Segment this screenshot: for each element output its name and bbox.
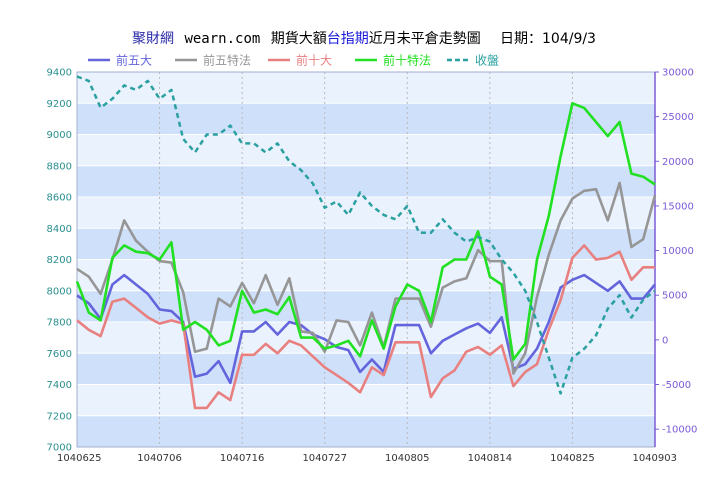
legend-label: 前十大 [296,53,332,68]
left-axis-tick-label: 7000 [47,443,72,454]
background-bands [77,72,655,447]
right-axis-tick-label: 20000 [662,157,694,168]
series-line [76,273,656,385]
left-axis-tick-label: 8600 [47,193,72,204]
legend-label: 前五特法 [203,53,251,68]
right-axis-tick-label: -10000 [662,425,697,436]
right-axis-tick-label: 0 [662,335,668,346]
background-band [77,103,655,135]
left-axis-tick-label: 9000 [47,130,72,141]
background-band [77,134,655,166]
x-axis-tick-label: 1040805 [385,453,430,464]
title-site: 聚財網 [132,31,174,47]
background-band [77,415,655,447]
series-line [76,75,656,395]
background-band [77,72,655,104]
x-axis: 1040625 1040706 1040716 1040727 1040805 10408… [57,453,677,464]
left-axis-tick-label: 9400 [47,68,72,79]
left-axis-tick-label: 7600 [47,349,72,360]
left-axis-tick-label: 8400 [47,224,72,235]
x-axis-tick-label: 1040625 [57,453,102,464]
series-line [76,244,655,410]
legend-label: 前十特法 [383,53,431,68]
series-line [75,102,656,361]
left-axis: 7000 7200 7400 7600 7800 8000 8200 8400 8600 8800… [47,68,72,454]
background-band [77,290,655,322]
x-axis-tick-label: 1040716 [220,453,265,464]
right-axis-tick-label: 5000 [662,291,687,302]
title-date: 日期：104/9/3 [500,31,596,47]
background-band [77,165,655,197]
title-domain: wearn.com [184,31,260,47]
left-axis-tick-label: 9200 [47,99,72,110]
x-axis-tick-label: 1040814 [468,453,513,464]
x-axis-tick-label: 1040706 [137,453,182,464]
right-axis-tick-label: 25000 [662,112,694,123]
right-axis-tick-label: -5000 [662,380,691,391]
legend: 前五大 前五特法 前十大 前十特法 收盤 [88,53,499,68]
series-line [76,181,657,375]
background-band [77,384,655,416]
right-axis-tick-label: 15000 [662,201,694,212]
left-axis-tick-label: 8000 [47,286,72,297]
left-axis-tick-label: 8200 [47,255,72,266]
title-highlight: 台指期 [327,31,369,47]
x-axis-tick-label: 1040825 [550,453,595,464]
left-axis-tick-label: 7400 [47,380,72,391]
legend-label: 前五大 [116,53,152,68]
series-lines [75,75,657,410]
right-axis-tick-label: 10000 [662,246,694,257]
title-prefix: 期貨大額 [271,30,327,47]
background-band [77,197,655,229]
x-axis-tick-label: 1040727 [302,453,347,464]
left-axis-tick-label: 7200 [47,411,72,422]
chart-title: 聚財網 wearn.com 期貨大額台指期近月未平倉走勢圖 [132,30,481,47]
right-axis: -10000 -5000 0 5000 10000 15000 20000 25000 3000… [654,68,697,447]
x-axis-tick-label: 1040903 [632,453,677,464]
left-axis-tick-label: 8800 [47,161,72,172]
left-axis-tick-label: 7800 [47,318,72,329]
title-suffix: 近月未平倉走勢圖 [369,31,481,47]
right-axis-tick-label: 30000 [662,68,694,79]
legend-label: 收盤 [475,54,499,68]
